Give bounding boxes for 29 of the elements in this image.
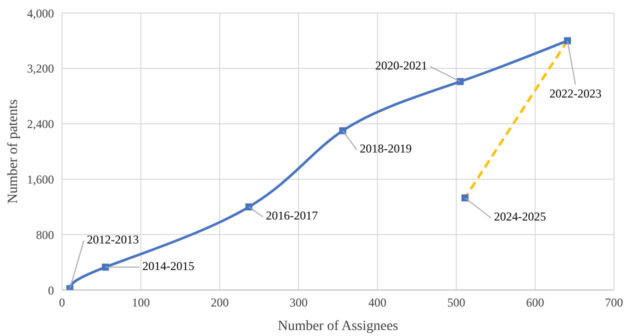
annotation: 2012-2013 <box>86 232 139 246</box>
x-tick-label: 700 <box>605 296 623 310</box>
x-tick-label: 200 <box>210 296 229 310</box>
point <box>245 203 252 210</box>
x-tick-label: 300 <box>290 296 308 310</box>
annotation: 2022-2023 <box>549 86 602 100</box>
y-tick-label: 800 <box>36 228 54 242</box>
y-tick-label: 1,600 <box>27 172 54 186</box>
annotation: 2020-2021 <box>375 58 428 72</box>
y-tick-label: 2,400 <box>27 117 54 132</box>
point <box>456 78 464 86</box>
x-tick-label: 600 <box>526 296 544 310</box>
y-tick-label: 0 <box>48 283 54 298</box>
point <box>339 127 346 134</box>
point <box>102 264 109 271</box>
annotation: 2014-2015 <box>142 258 194 273</box>
y-tick-label: 3,200 <box>27 62 54 76</box>
annotation: 2018-2019 <box>360 141 412 156</box>
point <box>564 37 571 44</box>
annotation: 2024-2025 <box>494 210 546 224</box>
x-tick-label: 500 <box>447 296 466 310</box>
x-tick-label: 400 <box>368 296 386 310</box>
x-axis-title: Number of Assignees <box>278 319 398 334</box>
x-tick-label: 0 <box>59 296 65 310</box>
y-tick-label: 4,000 <box>27 6 54 20</box>
y-axis-title: Number of patents <box>6 99 21 204</box>
x-tick-label: 100 <box>132 296 150 310</box>
annotation: 2016-2017 <box>266 208 318 223</box>
point <box>461 194 468 202</box>
